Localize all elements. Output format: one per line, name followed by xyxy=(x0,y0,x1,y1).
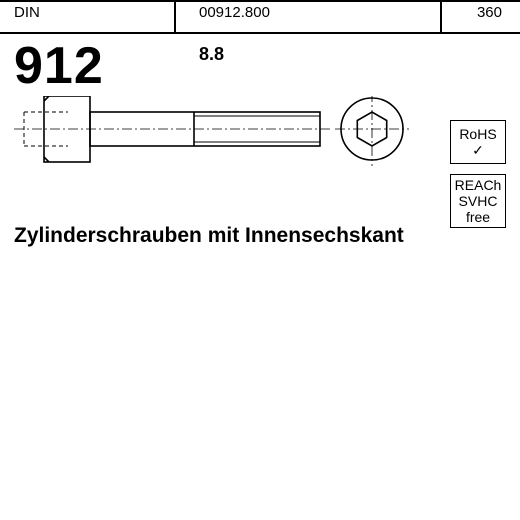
rohs-badge: RoHS ✓ xyxy=(450,120,506,164)
property-class: 8.8 xyxy=(199,44,224,65)
screw-drawing xyxy=(14,96,414,176)
header-right: 360 xyxy=(477,4,502,21)
caption: Zylinderschrauben mit Innensechskant xyxy=(14,224,404,248)
reach-line1: REACh xyxy=(455,177,502,193)
header-left: DIN xyxy=(14,4,40,21)
check-icon: ✓ xyxy=(472,142,484,158)
header-rule xyxy=(0,32,520,34)
reach-line3: free xyxy=(466,209,490,225)
header-sep-2 xyxy=(440,0,442,32)
reach-badge: REACh SVHC free xyxy=(450,174,506,228)
header-sep-1 xyxy=(174,0,176,32)
top-rule xyxy=(0,0,520,2)
rohs-label: RoHS xyxy=(459,126,496,142)
header-center: 00912.800 xyxy=(199,4,270,21)
reach-line2: SVHC xyxy=(459,193,498,209)
standard-number: 912 xyxy=(14,36,104,96)
